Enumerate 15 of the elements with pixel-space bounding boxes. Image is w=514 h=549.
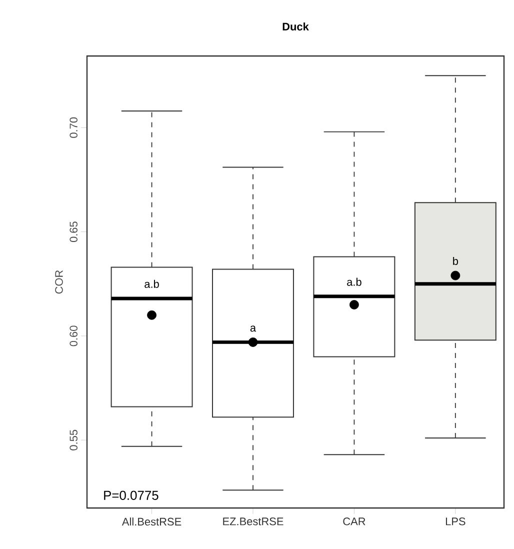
x-tick-label: LPS xyxy=(446,518,466,526)
y-axis-title: COR xyxy=(55,270,63,294)
annotation: P=0.0775 xyxy=(104,490,158,500)
annotation: a xyxy=(250,326,256,332)
annotation: a.b xyxy=(347,278,362,286)
annotation: a.b xyxy=(144,280,159,288)
chart-title: Duck xyxy=(282,22,309,30)
y-tick-label: 0.70 xyxy=(70,117,78,138)
y-tick-label: 0.65 xyxy=(70,222,78,242)
y-tick-label: 0.55 xyxy=(70,430,78,450)
annotation: b xyxy=(453,256,458,266)
x-tick-label: EZ.BestRSE xyxy=(223,518,284,526)
y-tick-label: 0.60 xyxy=(70,326,78,346)
x-tick-label: All.BestRSE xyxy=(122,518,182,526)
x-tick-label: CAR xyxy=(343,518,366,526)
